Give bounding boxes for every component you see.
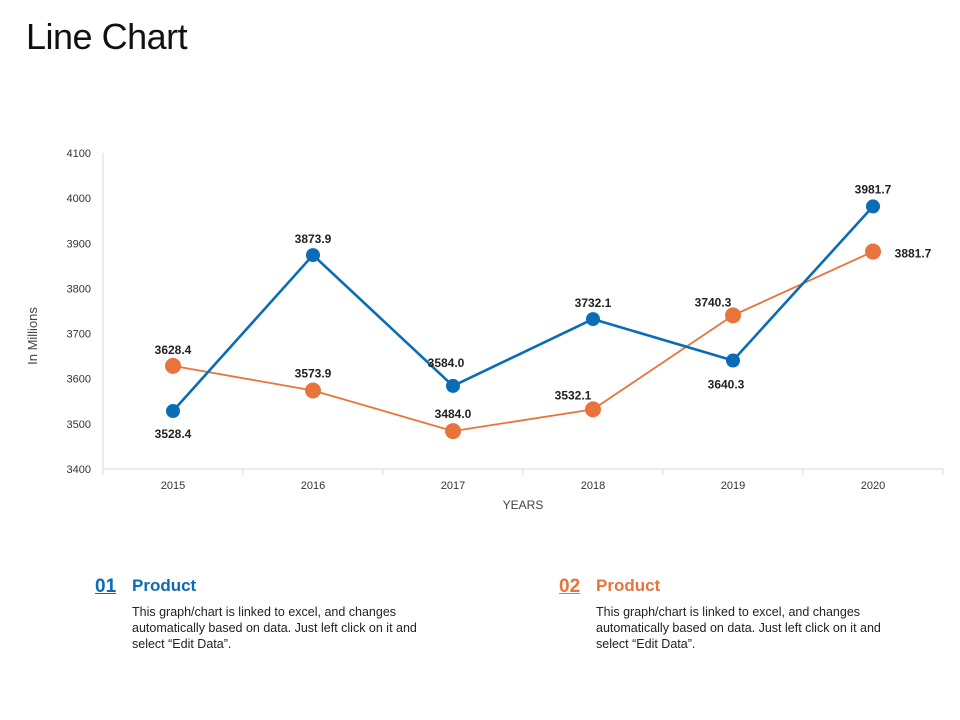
y-axis-title: In Millions (25, 307, 40, 365)
series-line-2 (172, 250, 874, 432)
data-label-series-1: 3981.7 (855, 182, 892, 196)
data-point-series-1 (866, 199, 880, 214)
y-tick-label: 3400 (67, 464, 91, 476)
data-label-series-2: 3484.0 (435, 407, 472, 421)
data-point-series-1 (726, 353, 740, 368)
data-point-series-2 (165, 357, 181, 374)
data-label-series-1: 3640.3 (708, 378, 745, 392)
x-tick-label: 2017 (441, 480, 465, 492)
legend-description: This graph/chart is linked to excel, and… (596, 605, 881, 651)
page-title: Line Chart (26, 16, 188, 57)
data-point-series-1 (306, 248, 320, 263)
legend-description: This graph/chart is linked to excel, and… (132, 605, 417, 651)
legend-number: 02 (559, 576, 581, 597)
data-point-series-2 (445, 423, 461, 440)
data-point-series-2 (585, 401, 601, 418)
data-label-series-2: 3532.1 (555, 388, 592, 402)
data-point-series-2 (305, 382, 321, 399)
x-tick-label: 2018 (581, 480, 605, 492)
x-axis-title: YEARS (503, 498, 544, 512)
data-point-series-2 (725, 307, 741, 324)
series-line-1 (172, 205, 874, 412)
y-tick-label: 3700 (67, 329, 91, 341)
x-tick-label: 2020 (861, 480, 885, 492)
legend-number: 01 (95, 576, 117, 597)
x-tick-label: 2015 (161, 480, 185, 492)
data-label-series-2: 3628.4 (155, 343, 192, 357)
y-tick-label: 3600 (67, 374, 91, 386)
legend-heading: Product (596, 576, 661, 595)
data-point-series-1 (446, 378, 460, 393)
data-label-series-1: 3732.1 (575, 296, 612, 310)
data-point-series-1 (166, 404, 180, 419)
data-label-series-2: 3740.3 (695, 295, 732, 309)
data-label-series-1: 3584.0 (428, 356, 465, 370)
data-label-series-2: 3881.7 (895, 247, 932, 261)
y-tick-label: 4100 (67, 148, 91, 160)
y-tick-label: 3500 (67, 419, 91, 431)
line-chart: 3400 3500 3600 3700 3800 3900 4000 4100 2015 2016… (25, 148, 944, 512)
data-label-series-2: 3573.9 (295, 366, 332, 380)
legend-heading: Product (132, 576, 197, 595)
y-tick-label: 3800 (67, 283, 91, 295)
x-tick-label: 2016 (301, 480, 325, 492)
data-point-series-1 (586, 312, 600, 327)
x-tick-label: 2019 (721, 480, 745, 492)
data-label-series-1: 3528.4 (155, 427, 192, 441)
y-tick-label: 4000 (67, 193, 91, 205)
data-point-series-2 (865, 243, 881, 260)
y-tick-label: 3900 (67, 238, 91, 250)
data-label-series-1: 3873.9 (295, 232, 332, 246)
